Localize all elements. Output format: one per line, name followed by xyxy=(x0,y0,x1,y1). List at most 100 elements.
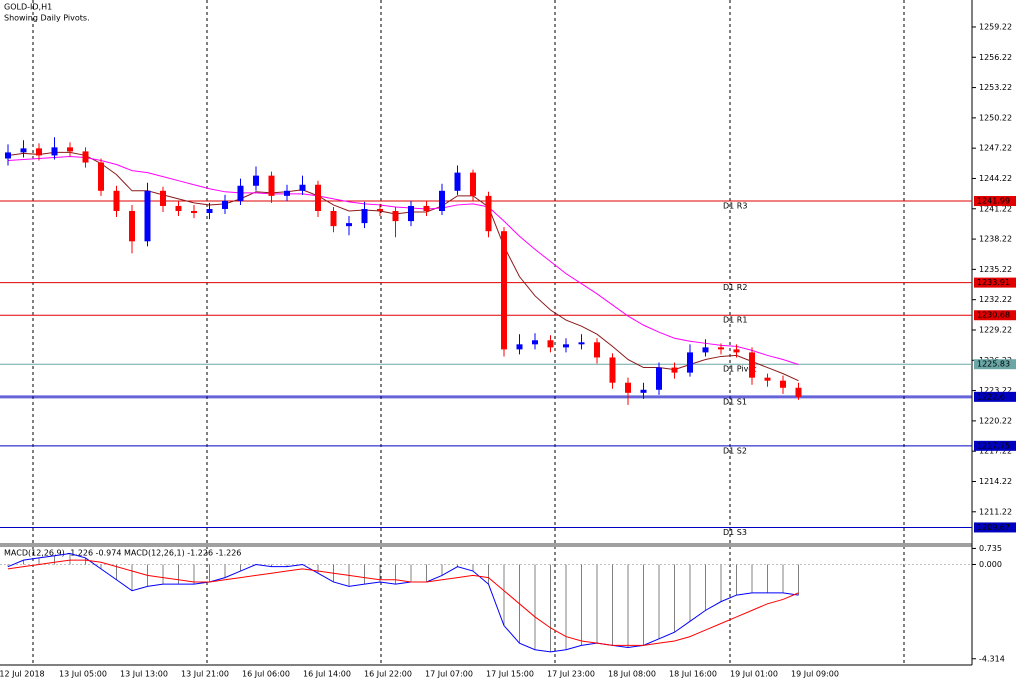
candle-body xyxy=(795,387,802,397)
candle-body xyxy=(113,190,120,211)
candle-body xyxy=(485,195,492,232)
y-tick-label: 1241.22 xyxy=(979,204,1012,213)
candle-body xyxy=(67,147,73,152)
candle-body xyxy=(594,342,600,358)
candle-body xyxy=(361,208,368,224)
y-tick-label: 1217.22 xyxy=(979,447,1012,456)
time-label: 16 Jul 06:00 xyxy=(242,670,290,679)
macd-line xyxy=(7,559,799,646)
y-tick-label: 1250.22 xyxy=(979,113,1012,122)
day-separators xyxy=(32,0,905,665)
candle-body xyxy=(501,231,507,350)
candle-body xyxy=(98,162,104,191)
moving-average xyxy=(7,155,799,366)
price-box-label: 1217.75 xyxy=(977,441,1010,450)
candle-body xyxy=(222,200,228,209)
candle-body xyxy=(656,367,662,390)
time-label: 13 Jul 21:00 xyxy=(181,670,229,679)
candle-body xyxy=(5,152,11,159)
price-box xyxy=(974,522,1016,533)
candle-body xyxy=(609,357,616,383)
macd-title: MACD(12,26,9) -1.226 -0.974 MACD(12,26,1… xyxy=(4,549,241,558)
pivot-name: D1 Pivot xyxy=(723,365,756,374)
candle-body xyxy=(392,210,399,222)
price-box xyxy=(974,195,1016,206)
price-box-label: 1241.99 xyxy=(977,196,1010,205)
candle-body xyxy=(718,347,724,350)
candle-body xyxy=(532,340,538,345)
candle-body xyxy=(144,190,151,242)
candle-body xyxy=(299,184,306,191)
time-label: 17 Jul 07:00 xyxy=(425,670,473,679)
candle-body xyxy=(671,367,678,373)
time-label: 17 Jul 23:00 xyxy=(547,670,595,679)
price-box-label: 1222.6 xyxy=(977,392,1005,401)
candle-body xyxy=(206,208,213,214)
chart-title: GOLD-ID,H1 xyxy=(4,3,52,12)
price-box xyxy=(974,277,1016,288)
macd-line xyxy=(7,553,799,653)
y-tick-label: 1220.22 xyxy=(979,416,1012,425)
candle-body xyxy=(702,347,709,353)
pivot-name: D1 R2 xyxy=(723,283,747,292)
y-tick-label: 1229.22 xyxy=(979,325,1012,334)
candle-body xyxy=(330,210,337,227)
candle-body xyxy=(764,377,771,381)
candle-body xyxy=(733,349,740,353)
price-box-label: 1233.91 xyxy=(977,278,1010,287)
time-label: 19 Jul 01:00 xyxy=(730,670,778,679)
time-label: 16 Jul 22:00 xyxy=(364,670,412,679)
candle-body xyxy=(129,210,135,242)
y-tick-label: -4.314 xyxy=(979,654,1005,663)
price-box xyxy=(974,440,1016,451)
y-tick-label: 1253.22 xyxy=(979,83,1012,92)
candle-body xyxy=(175,205,182,211)
price-box-label: 1209.67 xyxy=(977,523,1010,532)
candle-body xyxy=(640,389,647,393)
price-box xyxy=(974,310,1016,321)
panel-divider xyxy=(0,543,972,547)
y-tick-label: 1232.22 xyxy=(979,295,1012,304)
y-tick-label: 1214.22 xyxy=(979,477,1012,486)
moving-average xyxy=(7,151,799,382)
time-label: 18 Jul 08:00 xyxy=(608,670,656,679)
time-label: 12 Jul 2018 xyxy=(0,670,45,679)
y-tick-label: 1256.22 xyxy=(979,53,1012,62)
candle-body xyxy=(687,352,693,373)
candle-body xyxy=(454,172,461,191)
candle-body xyxy=(547,340,554,348)
y-tick-label: 1223.22 xyxy=(979,386,1012,395)
y-tick-label: 0.000 xyxy=(979,560,1002,569)
time-label: 17 Jul 15:00 xyxy=(486,670,534,679)
candle-body xyxy=(51,147,58,156)
y-tick-label: 1211.22 xyxy=(979,507,1012,516)
price-box xyxy=(974,391,1016,402)
pivot-name: D1 S1 xyxy=(723,397,747,406)
pivot-name: D1 R3 xyxy=(723,201,747,210)
candle-body xyxy=(423,205,430,211)
price-box xyxy=(974,359,1016,370)
candle-body xyxy=(749,352,755,378)
y-tick-label: 1247.22 xyxy=(979,144,1012,153)
candle-body xyxy=(20,148,27,153)
candle-body xyxy=(160,190,166,206)
candle-body xyxy=(377,208,383,211)
y-tick-label: 1244.22 xyxy=(979,174,1012,183)
price-box-label: 1230.68 xyxy=(977,311,1010,320)
candle-body xyxy=(439,190,445,211)
candle-body xyxy=(516,344,523,350)
candle-body xyxy=(578,342,585,345)
price-box-label: 1225.83 xyxy=(977,360,1010,369)
candle-body xyxy=(315,184,321,211)
y-tick-label: 1238.22 xyxy=(979,235,1012,244)
time-label: 13 Jul 13:00 xyxy=(120,670,168,679)
candle-body xyxy=(470,172,476,196)
pivot-name: D1 S3 xyxy=(723,528,747,537)
candle-body xyxy=(408,205,414,222)
candle-body xyxy=(191,210,197,214)
candle-body xyxy=(563,344,569,348)
candle-body xyxy=(253,175,259,186)
